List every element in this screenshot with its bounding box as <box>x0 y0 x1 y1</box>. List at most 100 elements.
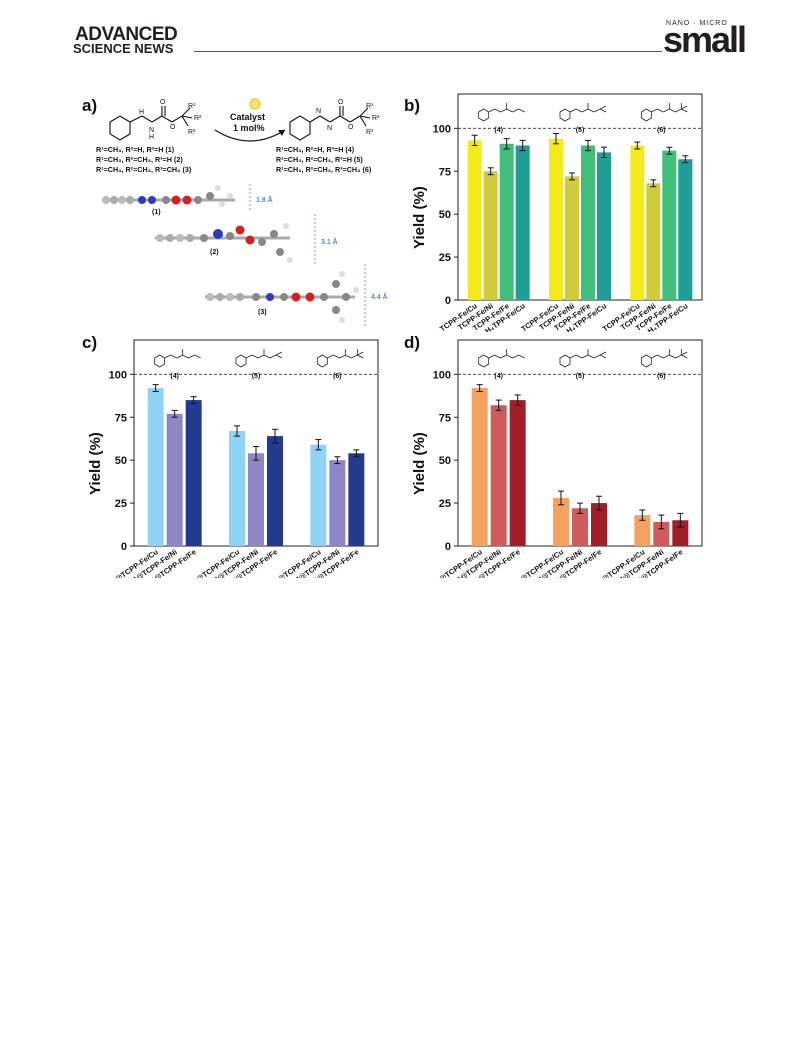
bar <box>572 508 588 546</box>
y-tick-label: 50 <box>115 455 127 467</box>
y-tick-label: 25 <box>115 498 127 510</box>
bar <box>630 145 645 300</box>
product-inset-6 <box>316 349 364 368</box>
reactant-r3: R³ <box>188 129 196 136</box>
y-tick-label: 100 <box>433 123 451 135</box>
product-inset-5 <box>235 349 283 368</box>
header-rule <box>194 51 662 52</box>
bar <box>471 388 488 546</box>
reactant-row: R¹=CH₃, R²=H, R³=H (1) <box>96 145 175 154</box>
bar <box>329 460 346 546</box>
bar <box>248 453 264 546</box>
y-tick-label: 0 <box>445 295 451 307</box>
bar <box>509 400 526 546</box>
y-tick-label: 25 <box>439 498 451 510</box>
svg-text:N: N <box>316 108 321 115</box>
catalyst-loading: 1 mol% <box>233 123 265 133</box>
molecule-1 <box>102 185 235 207</box>
bar <box>267 436 283 546</box>
inset-label: (4) <box>494 127 503 134</box>
y-tick-label: 50 <box>439 455 451 467</box>
product-inset-4 <box>478 103 525 122</box>
distance-3: 4.4 Å <box>371 292 388 301</box>
mol-label-2: (2) <box>210 249 219 256</box>
inset-label: (5) <box>576 127 585 134</box>
inset-label: (5) <box>252 373 261 380</box>
bar <box>229 430 245 546</box>
y-tick-label: 75 <box>439 412 451 424</box>
y-tick-label: 100 <box>433 369 451 381</box>
distance-1: 1.8 Å <box>256 195 273 204</box>
journal-logo-small: small <box>663 19 747 60</box>
svg-text:O: O <box>160 99 166 106</box>
svg-text:O: O <box>348 124 354 131</box>
panel-a-label: a) <box>82 96 98 115</box>
product-row: R¹=CH₃, R²=CH₃, R³=H (5) <box>276 155 363 164</box>
product-inset-5 <box>559 349 607 368</box>
bar <box>483 171 498 300</box>
product-structure <box>289 106 371 141</box>
bar <box>348 453 365 546</box>
panel-c-label: c) <box>82 333 98 352</box>
bar <box>166 413 183 546</box>
mol-label-3: (3) <box>258 309 267 316</box>
product-r2: R² <box>372 115 380 122</box>
bar <box>310 444 327 546</box>
bar <box>581 145 595 300</box>
bar <box>490 405 507 546</box>
panel-b-label: b) <box>404 96 421 115</box>
y-axis-label: Yield (%) <box>87 432 104 495</box>
reactant-row: R¹=CH₃, R²=CH₃, R³=H (2) <box>96 155 183 164</box>
distance-2: 3.1 Å <box>321 237 338 246</box>
bar <box>634 515 651 546</box>
arrow-head <box>278 130 285 136</box>
y-tick-label: 75 <box>115 412 127 424</box>
bar <box>467 140 482 300</box>
reactant-r2: R² <box>194 115 202 122</box>
y-axis-label: Yield (%) <box>411 432 428 495</box>
svg-text:N: N <box>327 125 332 132</box>
bar <box>549 138 563 300</box>
bar <box>147 388 164 546</box>
inset-label: (4) <box>170 373 179 380</box>
product-inset-6 <box>640 103 688 122</box>
inset-label: (6) <box>333 373 342 380</box>
bar <box>672 520 689 546</box>
inset-label: (6) <box>657 373 666 380</box>
svg-text:H: H <box>149 134 154 141</box>
inset-label: (5) <box>576 373 585 380</box>
product-r1: R¹ <box>366 103 374 110</box>
publisher-logo-advanced: ADVANCED <box>75 24 178 45</box>
reaction-arrow <box>214 129 286 142</box>
product-inset-4 <box>154 349 201 368</box>
y-tick-label: 25 <box>439 252 451 264</box>
inset-label: (6) <box>657 127 666 134</box>
svg-text:N: N <box>149 127 154 134</box>
panel-d-label: d) <box>404 333 421 352</box>
svg-text:O: O <box>338 99 344 106</box>
product-row: R¹=CH₃, R²=H, R³=H (4) <box>276 145 355 154</box>
product-r3: R³ <box>366 129 374 136</box>
bar <box>653 521 670 546</box>
y-tick-label: 50 <box>439 209 451 221</box>
catalyst-label: Catalyst <box>230 112 265 122</box>
reactant-structure <box>109 106 193 141</box>
bar <box>646 183 661 300</box>
molecule-2 <box>155 223 293 263</box>
svg-text:O: O <box>170 124 176 131</box>
bar <box>565 176 579 300</box>
reactant-row: R¹=CH₃, R²=CH₃, R³=CH₃ (3) <box>96 165 192 174</box>
publisher-logo-science-news: SCIENCE NEWS <box>73 41 174 56</box>
mol-label-1: (1) <box>152 209 161 216</box>
journal-logo-nano-micro: NANO · MICRO <box>666 20 728 27</box>
product-row: R¹=CH₃, R²=CH₃, R³=CH₃ (6) <box>276 165 372 174</box>
bar <box>591 503 607 546</box>
bar <box>515 145 530 300</box>
panel-a-scheme: H N H O O R¹ R² R³ Catalyst 1 mol% N N O… <box>96 98 388 328</box>
bar <box>185 400 202 546</box>
molecule-3 <box>205 271 359 323</box>
product-inset-5 <box>559 103 607 122</box>
